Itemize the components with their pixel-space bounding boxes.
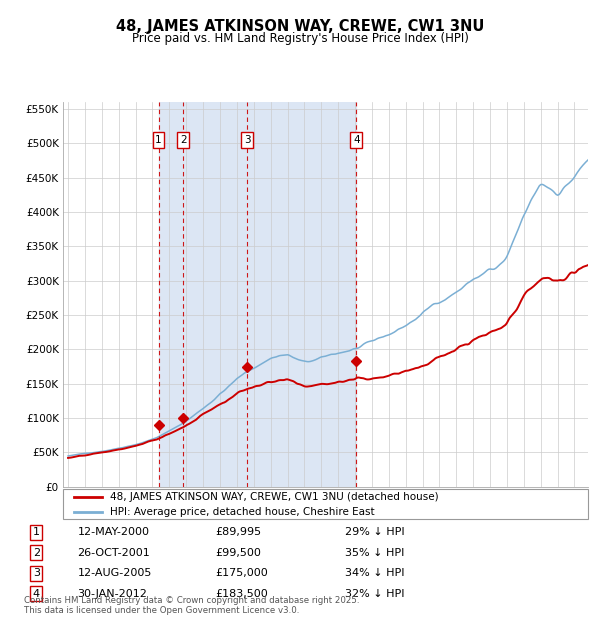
Text: 3: 3 [33,569,40,578]
Text: HPI: Average price, detached house, Cheshire East: HPI: Average price, detached house, Ches… [110,507,375,518]
FancyBboxPatch shape [63,489,588,519]
Text: £89,995: £89,995 [216,528,262,538]
Text: 1: 1 [33,528,40,538]
Text: 35% ↓ HPI: 35% ↓ HPI [346,548,405,558]
Text: 30-JAN-2012: 30-JAN-2012 [77,588,148,599]
Text: 12-AUG-2005: 12-AUG-2005 [77,569,152,578]
Text: 4: 4 [33,588,40,599]
Text: 12-MAY-2000: 12-MAY-2000 [77,528,149,538]
Text: 34% ↓ HPI: 34% ↓ HPI [346,569,405,578]
Text: 2: 2 [33,548,40,558]
Text: 4: 4 [353,135,360,145]
Text: 1: 1 [155,135,162,145]
Text: Price paid vs. HM Land Registry's House Price Index (HPI): Price paid vs. HM Land Registry's House … [131,32,469,45]
Bar [158,102,356,487]
Text: 48, JAMES ATKINSON WAY, CREWE, CW1 3NU: 48, JAMES ATKINSON WAY, CREWE, CW1 3NU [116,19,484,33]
Text: £183,500: £183,500 [216,588,269,599]
Text: £175,000: £175,000 [216,569,269,578]
Text: 3: 3 [244,135,250,145]
Text: £99,500: £99,500 [216,548,262,558]
Text: 48, JAMES ATKINSON WAY, CREWE, CW1 3NU (detached house): 48, JAMES ATKINSON WAY, CREWE, CW1 3NU (… [110,492,439,502]
Text: 29% ↓ HPI: 29% ↓ HPI [346,528,405,538]
Text: 2: 2 [180,135,187,145]
Text: 26-OCT-2001: 26-OCT-2001 [77,548,151,558]
Text: Contains HM Land Registry data © Crown copyright and database right 2025.
This d: Contains HM Land Registry data © Crown c… [24,596,359,615]
Text: 32% ↓ HPI: 32% ↓ HPI [346,588,405,599]
